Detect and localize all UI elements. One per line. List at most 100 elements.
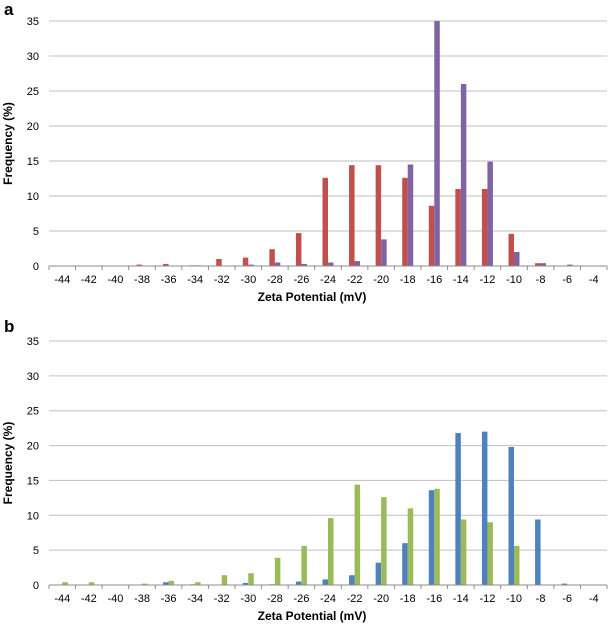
bar-series-2 (248, 573, 254, 585)
bar-series-2 (88, 582, 95, 585)
bar-series-1 (481, 431, 488, 585)
x-tick-label: -26 (293, 274, 309, 286)
y-tick-label: 0 (33, 261, 39, 273)
bar-series-1 (402, 177, 408, 266)
bar-series-1 (349, 165, 355, 266)
x-tick-label: -20 (373, 593, 389, 605)
x-tick-label: -14 (453, 274, 469, 286)
bar-series-2 (328, 518, 334, 585)
bar-series-1 (561, 583, 568, 585)
bar-series-2 (221, 575, 228, 585)
y-tick-label: 15 (27, 156, 39, 168)
bar-series-2 (514, 545, 520, 585)
x-tick-label: -40 (107, 274, 123, 286)
bar-series-1 (163, 582, 169, 585)
bar-series-1 (481, 189, 488, 266)
x-tick-label: -24 (320, 274, 336, 286)
x-tick-label: -40 (107, 593, 123, 605)
x-tick-label: -30 (240, 274, 256, 286)
bar-series-2 (301, 263, 307, 266)
bar-series-1 (136, 264, 142, 266)
x-tick-label: -12 (479, 593, 495, 605)
bar-series-2 (354, 261, 361, 266)
x-tick-label: -12 (479, 274, 495, 286)
y-axis-title: Frequency (%) (1, 102, 15, 185)
x-tick-label: -10 (506, 274, 522, 286)
bar-series-2 (434, 488, 440, 585)
bar-series-1 (428, 205, 435, 266)
x-tick-label: -8 (536, 274, 546, 286)
bar-series-1 (508, 233, 514, 266)
x-tick-label: -18 (400, 593, 416, 605)
bar-series-1 (375, 562, 382, 585)
bar-series-1 (269, 249, 275, 266)
x-tick-label: -42 (81, 593, 97, 605)
bar-series-1 (508, 446, 514, 585)
bar-series-2 (354, 484, 361, 585)
x-tick-label: -24 (320, 593, 336, 605)
bar-series-2 (381, 239, 387, 266)
bar-series-2 (274, 557, 281, 585)
x-tick-label: -36 (161, 593, 177, 605)
bar-series-1 (216, 259, 222, 266)
bar-series-2 (407, 164, 414, 266)
bar-series-1 (535, 263, 541, 266)
bar-series-1 (455, 433, 461, 585)
x-tick-label: -32 (214, 274, 230, 286)
x-axis-title: Zeta Potential (mV) (258, 290, 367, 304)
bar-series-2 (487, 522, 493, 585)
y-tick-label: 5 (33, 226, 39, 238)
bar-series-1 (455, 189, 461, 266)
panel-label: a (4, 0, 14, 19)
x-tick-label: -22 (347, 274, 363, 286)
bar-series-2 (460, 84, 467, 266)
y-tick-label: 30 (27, 51, 39, 63)
y-tick-label: 25 (27, 86, 39, 98)
y-tick-label: 35 (27, 16, 39, 28)
x-tick-label: -16 (426, 274, 442, 286)
bar-series-1 (242, 582, 249, 585)
x-tick-label: -8 (536, 593, 546, 605)
bar-series-2 (514, 252, 520, 266)
x-tick-label: -44 (54, 274, 70, 286)
y-tick-label: 0 (33, 580, 39, 592)
bar-series-2 (328, 262, 334, 266)
bar-series-2 (62, 582, 68, 585)
y-tick-label: 5 (33, 545, 39, 557)
y-tick-label: 25 (27, 406, 39, 418)
y-tick-label: 30 (27, 371, 39, 383)
x-axis-title: Zeta Potential (mV) (258, 609, 367, 623)
x-tick-label: -36 (161, 274, 177, 286)
y-tick-label: 20 (27, 121, 39, 133)
bar-series-2 (540, 263, 547, 266)
x-tick-label: -4 (589, 274, 599, 286)
x-tick-label: -28 (267, 593, 283, 605)
y-axis-title: Frequency (%) (1, 422, 15, 505)
bar-series-2 (142, 583, 148, 585)
x-tick-label: -14 (453, 593, 469, 605)
panel-label: b (4, 317, 14, 336)
bar-series-1 (322, 579, 328, 585)
bar-series-2 (487, 161, 493, 266)
x-tick-label: -38 (134, 593, 150, 605)
x-tick-label: -16 (426, 593, 442, 605)
bar-series-2 (195, 582, 201, 585)
bar-series-1 (295, 581, 302, 585)
bar-series-1 (163, 263, 169, 266)
bar-series-1 (295, 233, 302, 266)
bar-series-2 (274, 262, 281, 266)
y-tick-label: 20 (27, 441, 39, 453)
bar-series-2 (248, 264, 254, 266)
x-tick-label: -6 (562, 274, 572, 286)
x-tick-label: -38 (134, 274, 150, 286)
x-tick-label: -4 (589, 593, 599, 605)
bar-series-1 (402, 543, 408, 585)
bar-series-2 (407, 508, 414, 585)
y-tick-label: 10 (27, 510, 39, 522)
bar-series-1 (242, 257, 249, 266)
bar-series-2 (460, 519, 467, 585)
x-tick-label: -34 (187, 274, 203, 286)
x-tick-label: -10 (506, 593, 522, 605)
